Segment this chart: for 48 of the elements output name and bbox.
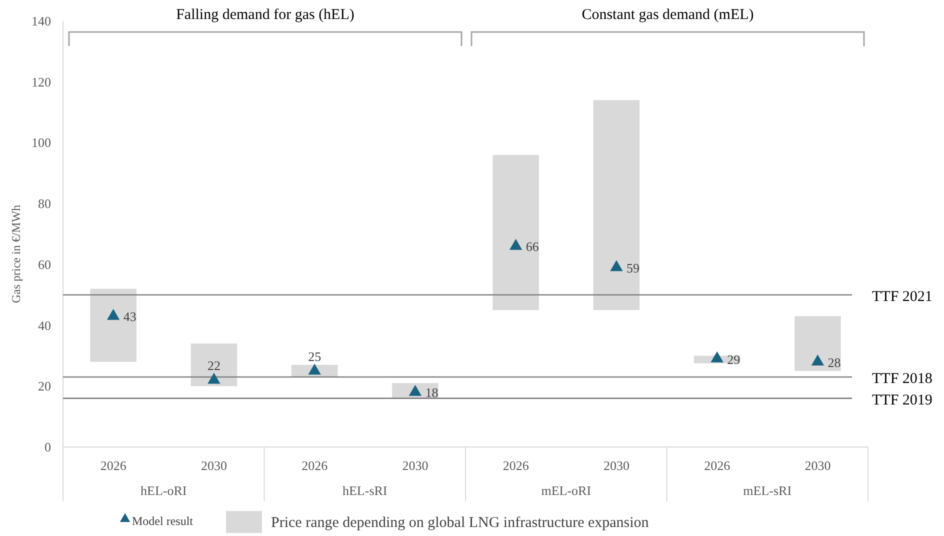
legend-label: Price range depending on global LNG infrastructure expansion <box>271 515 650 531</box>
data-label: 25 <box>308 348 322 364</box>
ref-line-label: TTF 2019 <box>872 392 932 408</box>
bar <box>90 288 136 362</box>
y-tick-label: 20 <box>38 378 51 394</box>
y-axis-title: Gas price in €/MWh <box>9 204 23 304</box>
y-tick-label: 0 <box>44 440 51 454</box>
y-tick-label: 120 <box>32 74 51 90</box>
point <box>710 351 724 362</box>
ref-line-label: TTF 2021 <box>872 288 932 305</box>
bar <box>190 344 238 386</box>
x-tick-label: 2026 <box>302 458 328 473</box>
bar <box>794 316 841 371</box>
data-label: 66 <box>526 239 540 254</box>
point <box>610 260 623 272</box>
bar <box>593 100 640 310</box>
point <box>208 372 220 384</box>
data-label: 18 <box>425 385 438 400</box>
point <box>308 364 321 375</box>
y-tick-label: 140 <box>32 14 51 28</box>
annotation: Falling demand for gas (hEL) <box>176 7 354 23</box>
legend-label: Model result <box>132 514 194 528</box>
x-tick-label: 2030 <box>200 458 227 473</box>
data-label: 43 <box>123 309 136 324</box>
point <box>509 238 522 250</box>
x-tick-label: 2026 <box>704 458 731 473</box>
bar <box>492 154 539 310</box>
text: hEL-sRI <box>342 483 388 498</box>
x-tick-label: 2026 <box>502 458 530 473</box>
y-tick-label: 80 <box>38 196 51 212</box>
y-tick-label: 60 <box>38 256 51 272</box>
annotation: Constant gas demand (mEL) <box>582 7 754 23</box>
data-label: 59 <box>626 260 640 276</box>
data-label: 22 <box>207 358 220 374</box>
text: hEL-oRI <box>140 483 187 498</box>
x-tick-label: 2030 <box>603 458 630 473</box>
point <box>811 354 824 366</box>
text: mEL-sRI <box>743 483 792 498</box>
x-tick-label: 2026 <box>100 458 127 473</box>
y-tick-label: 40 <box>38 318 51 333</box>
ref-line-label: TTF 2018 <box>872 371 932 388</box>
text: mEL-oRI <box>541 483 592 498</box>
data-label: 29 <box>727 352 740 367</box>
x-tick-label: 2030 <box>804 458 831 473</box>
y-tick-label: 100 <box>32 135 51 150</box>
data-label: 28 <box>828 354 841 370</box>
point <box>106 308 120 320</box>
x-tick-label: 2030 <box>402 458 428 473</box>
